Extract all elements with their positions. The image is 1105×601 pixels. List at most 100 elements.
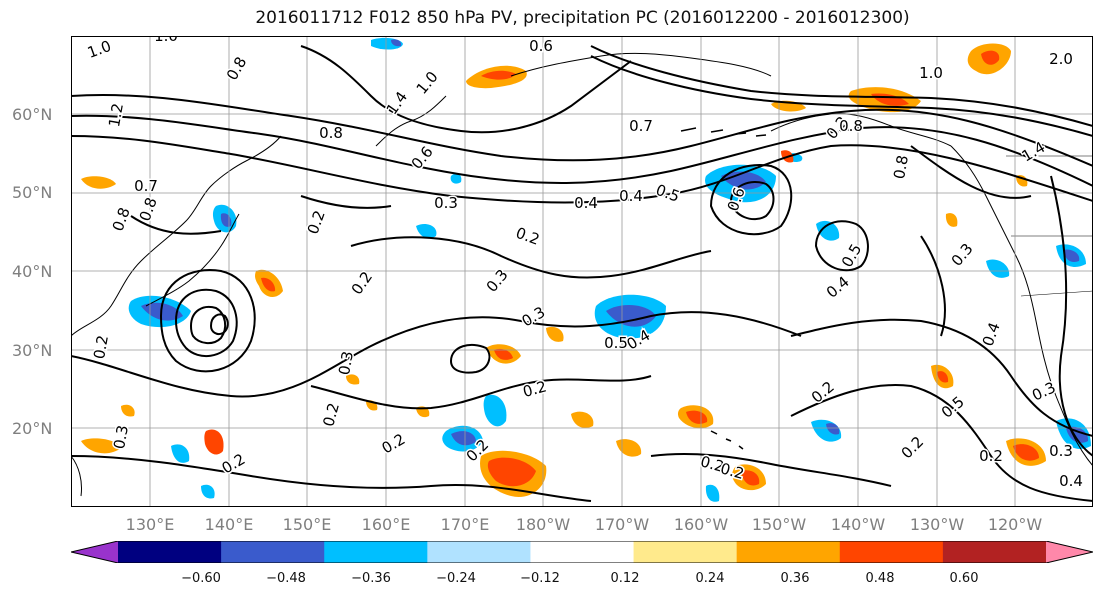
pv-contour — [209, 313, 229, 336]
contour-label: 0.5 — [604, 334, 628, 352]
contour-label: 0.2 — [979, 447, 1003, 465]
precip-cell — [81, 176, 116, 189]
colorbar-tick: 0.60 — [949, 571, 979, 586]
aleutians — [680, 127, 767, 137]
pv-contour — [910, 145, 1032, 199]
chart-title: 2016011712 F012 850 hPa PV, precipitatio… — [255, 8, 910, 28]
contour-label: 0.8 — [223, 54, 251, 84]
lon-label: 130°W — [909, 515, 965, 534]
lon-label: 140°W — [830, 515, 886, 534]
pv-contour — [189, 306, 227, 344]
contour-label: 1.0 — [154, 36, 178, 45]
lat-label: 50°N — [12, 183, 53, 202]
precip-cell — [451, 431, 476, 446]
pv-contour — [790, 318, 1093, 437]
contour-label: 0.2 — [521, 377, 549, 401]
contour-label: 0.2 — [513, 224, 542, 249]
pv-contour — [71, 114, 1093, 187]
pv-contour — [790, 384, 1093, 502]
colorbar-tick: −0.36 — [351, 571, 391, 586]
precip-cell — [391, 39, 402, 47]
precip-cell — [481, 70, 516, 80]
contour-label: 0.2 — [898, 433, 928, 463]
precip-cell — [571, 411, 594, 428]
map-canvas: 1.01.00.60.81.41.00.70.80.60.70.80.30.20… — [71, 36, 1093, 507]
colorbar-segment — [736, 541, 841, 563]
contour-label: 1.4 — [383, 88, 411, 118]
pv-contour — [174, 288, 238, 357]
contour-label: 0.2 — [304, 208, 329, 237]
contour-label: 0.2 — [808, 378, 838, 407]
hawaii — [710, 430, 744, 450]
lon-label: 120°W — [987, 515, 1043, 534]
precip-cell — [483, 394, 507, 427]
lon-label: 150°W — [751, 515, 807, 534]
precip-cell — [705, 484, 720, 502]
pv-contour — [71, 135, 1093, 204]
precip-cell — [546, 326, 564, 342]
coastlines — [71, 52, 1093, 497]
contour-label: 1.0 — [85, 37, 114, 62]
contour-label: 0.3 — [948, 240, 977, 270]
contour-label: 1.4 — [1019, 138, 1049, 166]
contour-label: 0.8 — [319, 124, 343, 142]
contour-label: 0.2 — [219, 450, 249, 478]
philippines — [71, 455, 82, 497]
lat-label: 60°N — [12, 105, 53, 124]
colorbar-segment — [118, 541, 222, 563]
lon-label: 180°W — [515, 515, 571, 534]
colorbar — [71, 541, 1093, 563]
pv-contour — [590, 45, 1093, 127]
precip-cell — [121, 404, 135, 417]
precip-cell — [416, 224, 437, 239]
contour-label: 0.8 — [109, 205, 134, 234]
contour-label: 2.0 — [1049, 50, 1073, 68]
japan-coast — [145, 213, 240, 307]
colorbar-segment — [942, 541, 1047, 563]
contour-label: 0.3 — [434, 194, 458, 212]
colorbar-tick: 0.24 — [695, 571, 725, 586]
colorbar-segment — [221, 541, 325, 563]
lat-label: 20°N — [12, 419, 53, 438]
pv-contour — [71, 94, 1093, 167]
contour-label: 0.3 — [1029, 378, 1058, 404]
pv-contour — [130, 215, 222, 235]
precip-cell — [450, 173, 462, 184]
pv-contour — [310, 375, 652, 410]
lon-label: 130°E — [125, 515, 175, 534]
contour-label: 1.2 — [105, 102, 127, 129]
contour-label: 0.2 — [90, 334, 112, 361]
pv-contour — [709, 164, 793, 236]
contour-label: 0.2 — [379, 430, 409, 458]
colorbar-tick: −0.12 — [520, 571, 560, 586]
na-coast — [950, 145, 1093, 467]
contour-label: 0.6 — [529, 37, 553, 55]
pv-contour — [71, 455, 592, 502]
precip-cell — [494, 348, 513, 360]
contour-label: 0.4 — [823, 273, 853, 302]
pv-contour — [920, 235, 946, 337]
precip-cell — [606, 304, 656, 327]
precip-cell — [826, 423, 840, 435]
pv-contour — [300, 45, 632, 134]
precip-cell — [201, 484, 215, 499]
contour-label: 0.2 — [718, 459, 746, 483]
precip-cell — [171, 444, 190, 463]
lon-label: 160°E — [361, 515, 411, 534]
lon-label: 170°E — [440, 515, 490, 534]
pv-contour — [159, 269, 256, 373]
colorbar-segment — [839, 541, 944, 563]
pv-contour — [449, 343, 491, 374]
contour-label: 0.8 — [136, 195, 161, 224]
colorbar-segment — [427, 541, 531, 563]
lat-label: 30°N — [12, 341, 53, 360]
contour-label: 0.2 — [319, 401, 343, 429]
colorbar-tick: −0.60 — [181, 571, 221, 586]
precip-cell — [346, 374, 360, 385]
colorbar-tick: 0.48 — [865, 571, 895, 586]
pv-contour — [814, 220, 869, 272]
lon-label: 140°E — [204, 515, 254, 534]
contour-label: 0.3 — [110, 424, 132, 451]
lon-label: 150°E — [282, 515, 332, 534]
colorbar-segment — [633, 541, 738, 563]
